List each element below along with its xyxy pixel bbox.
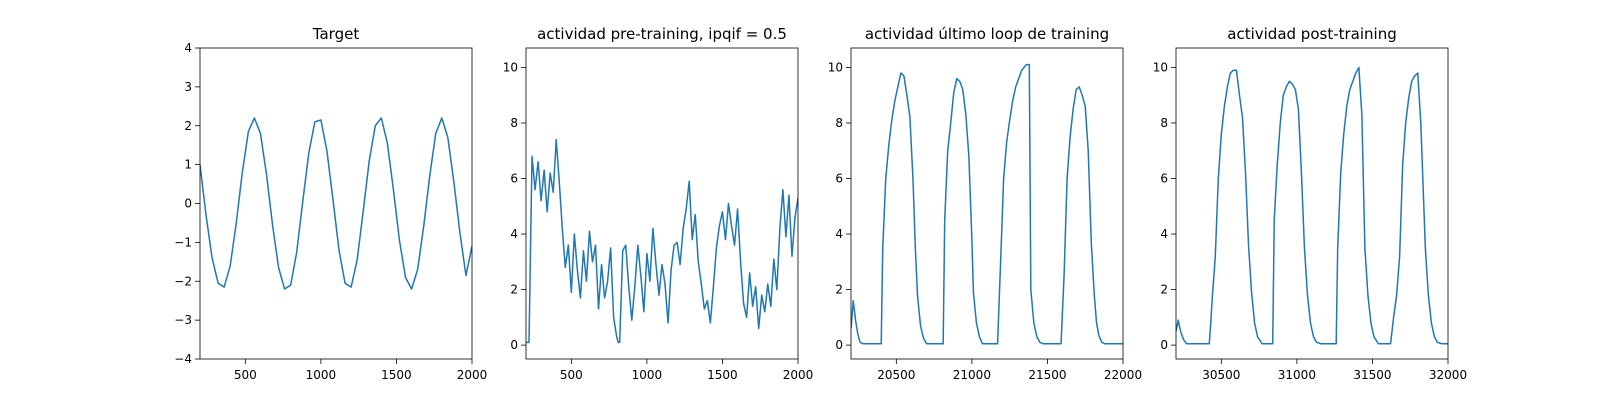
axes-frame <box>850 47 1124 360</box>
axes-frame <box>525 47 799 360</box>
x-tick-label: 2000 <box>457 368 488 382</box>
y-tick-label: 6 <box>835 172 843 186</box>
chart-panel-4: 30500 31000 31500 32000 0 2 4 6 8 10 actividad pos… <box>1153 25 1467 382</box>
y-tick-label: 8 <box>510 116 518 130</box>
series-line-2-1 <box>526 138 798 344</box>
x-tick-label: 1500 <box>381 368 412 382</box>
chart-panel-1: 500 1000 1500 2000 −4 −3 −2 −1 0 1 2 3 4 Target <box>174 25 487 382</box>
y-tick-label: 3 <box>184 80 192 94</box>
chart-title: actividad pre-training, ipqif = 0.5 <box>537 25 787 43</box>
x-tick-label: 22000 <box>1104 368 1142 382</box>
x-tick-label: 1500 <box>707 368 738 382</box>
axes-frame <box>199 47 473 360</box>
chart-title: Target <box>312 25 360 43</box>
y-tick-label: 4 <box>510 227 518 241</box>
y-tick-label: 8 <box>1160 116 1168 130</box>
chart-panel-3: 20500 21000 21500 22000 0 2 4 6 8 10 actividad últ… <box>828 25 1142 382</box>
x-tick-label: 2000 <box>783 368 814 382</box>
x-tick-label: 20500 <box>877 368 915 382</box>
x-tick-label: 1000 <box>632 368 663 382</box>
y-tick-label: −4 <box>174 352 192 366</box>
y-tick-label: 6 <box>1160 172 1168 186</box>
chart-title: actividad post-training <box>1227 25 1396 43</box>
y-tick-label: 4 <box>1160 227 1168 241</box>
y-tick-label: 1 <box>184 158 192 172</box>
chart-title: actividad último loop de training <box>865 25 1109 43</box>
y-tick-label: −3 <box>174 313 192 327</box>
y-tick-label: 2 <box>184 119 192 133</box>
x-tick-label: 31500 <box>1353 368 1391 382</box>
x-tick-label: 30500 <box>1202 368 1240 382</box>
x-tick-label: 1000 <box>306 368 337 382</box>
axes-frame <box>1175 47 1449 360</box>
y-tick-label: 0 <box>510 338 518 352</box>
y-tick-label: 2 <box>835 283 843 297</box>
y-tick-label: 0 <box>184 197 192 211</box>
y-tick-label: 10 <box>503 60 518 74</box>
series-line-3-1 <box>851 63 1123 345</box>
y-tick-label: 0 <box>835 338 843 352</box>
x-tick-label: 21000 <box>953 368 991 382</box>
y-tick-label: −2 <box>174 274 192 288</box>
y-tick-label: 10 <box>828 60 843 74</box>
y-tick-label: 2 <box>510 283 518 297</box>
x-tick-label: 21500 <box>1028 368 1066 382</box>
x-tick-label: 500 <box>560 368 583 382</box>
chart-panel-2: 500 1000 1500 2000 0 2 4 6 8 10 actividad pre-trai… <box>503 25 814 382</box>
y-tick-label: −1 <box>174 235 192 249</box>
series-line-4-1 <box>1176 66 1448 345</box>
y-tick-label: 8 <box>835 116 843 130</box>
y-tick-label: 4 <box>184 41 192 55</box>
x-tick-label: 31000 <box>1278 368 1316 382</box>
y-tick-label: 6 <box>510 172 518 186</box>
y-tick-label: 2 <box>1160 283 1168 297</box>
y-tick-label: 10 <box>1153 60 1168 74</box>
x-tick-label: 500 <box>234 368 257 382</box>
y-tick-label: 0 <box>1160 338 1168 352</box>
x-tick-label: 32000 <box>1429 368 1467 382</box>
y-tick-label: 4 <box>835 227 843 241</box>
series-line-1-1 <box>200 117 472 290</box>
